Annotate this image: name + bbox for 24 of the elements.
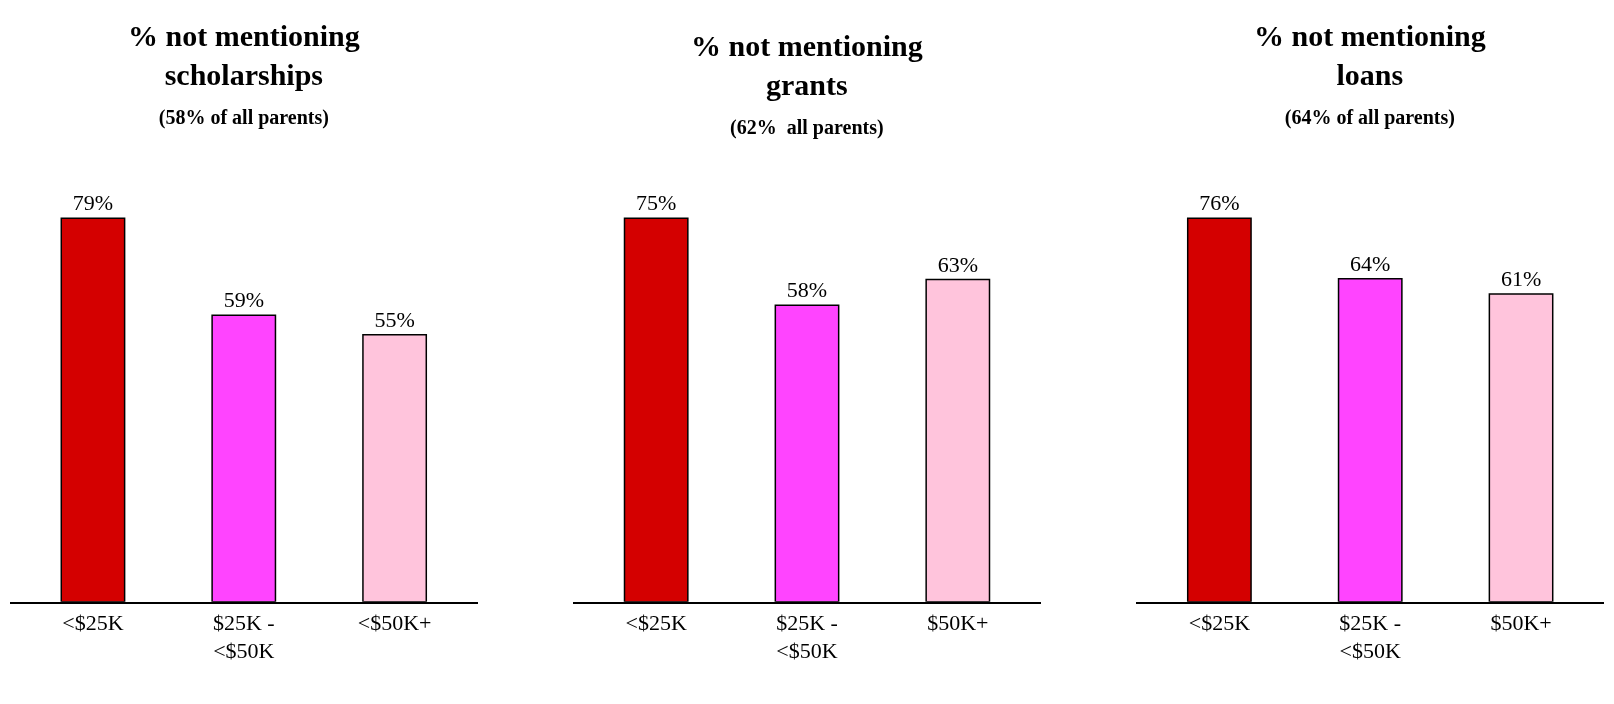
x-tick-label: $50K+	[1490, 609, 1552, 635]
data-label: 61%	[1500, 265, 1542, 291]
data-label: 59%	[223, 287, 264, 313]
x-tick-label: $25K - <$50K	[212, 609, 275, 664]
data-label: 55%	[374, 306, 415, 332]
x-tick-label: <$50K+	[357, 609, 432, 635]
data-label: 63%	[937, 251, 978, 277]
data-label: 76%	[1199, 190, 1240, 216]
x-tick-label: $25K - <$50K	[1339, 609, 1402, 664]
chart-subtitle: (58% of all parents)	[158, 106, 329, 129]
chart-title: % not mentioning loans	[1254, 19, 1486, 91]
data-label: 64%	[1350, 250, 1391, 276]
x-tick-label: <$25K	[625, 609, 687, 635]
x-tick-label: <$25K	[62, 609, 124, 635]
x-tick-label: <$25K	[1188, 609, 1251, 635]
chart-title: % not mentioning grants	[691, 29, 923, 101]
x-tick-label: $50K+	[927, 609, 989, 635]
chart-subtitle: (62% all parents)	[730, 116, 884, 139]
data-label: 58%	[786, 277, 828, 303]
data-label: 75%	[636, 190, 677, 216]
x-tick-label: $25K - <$50K	[776, 609, 838, 664]
data-label: 79%	[72, 190, 114, 216]
chart-title: % not mentioning scholarships	[128, 19, 360, 91]
chart-subtitle: (64% of all parents)	[1284, 106, 1455, 129]
